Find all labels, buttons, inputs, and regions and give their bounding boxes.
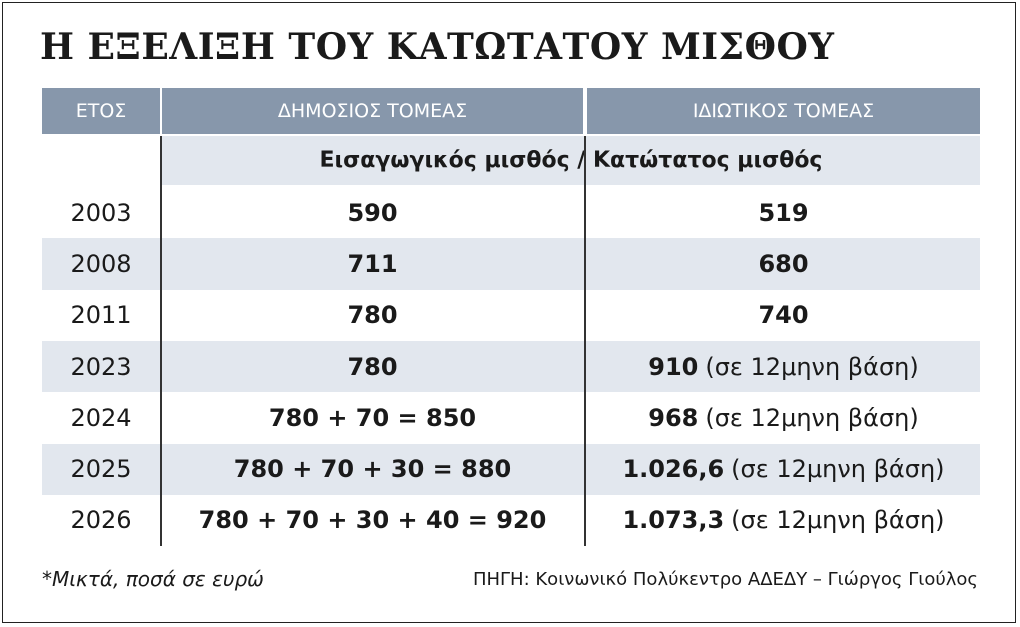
- note: (σε 12μηνη βάση): [705, 403, 919, 432]
- public-value: 780: [347, 301, 398, 330]
- note: (σε 12μηνη βάση): [731, 455, 945, 484]
- public-value: 780 + 70 + 30 + 40 = 920: [198, 506, 547, 535]
- amount: 680: [758, 249, 809, 278]
- public-value: 780 + 70 = 850: [268, 403, 477, 432]
- column-header: ΙΔΙΩΤΙΚΟΣ ΤΟΜΕΑΣ: [587, 88, 980, 134]
- amount: 740: [758, 301, 809, 330]
- year: 2025: [70, 455, 132, 484]
- row-band: [42, 238, 980, 290]
- year: 2023: [70, 352, 132, 381]
- public-value: 590: [347, 198, 398, 227]
- public-value: 780 + 70 + 30 = 880: [233, 455, 512, 484]
- column-divider: [584, 136, 586, 547]
- subheader: Εισαγωγικός μισθός / Κατώτατος μισθός: [162, 136, 980, 185]
- amount: 1.026,6: [622, 455, 725, 484]
- amount: 519: [758, 198, 809, 227]
- year: 2011: [70, 301, 132, 330]
- column-header: ΕΤΟΣ: [42, 88, 160, 134]
- private-value: 1.026,6 (σε 12μηνη βάση): [587, 444, 980, 495]
- note: (σε 12μηνη βάση): [731, 506, 945, 535]
- private-value: 1.073,3 (σε 12μηνη βάση): [587, 495, 980, 546]
- column-divider: [160, 136, 162, 547]
- year: 2008: [70, 249, 132, 278]
- note: (σε 12μηνη βάση): [705, 352, 919, 381]
- row-band: [42, 340, 980, 393]
- column-header: ΔΗΜΟΣΙΟΣ ΤΟΜΕΑΣ: [162, 88, 583, 134]
- private-value: 740: [587, 290, 980, 341]
- private-value: 519: [587, 187, 980, 238]
- year: 2024: [70, 403, 132, 432]
- amount: 910: [648, 352, 699, 381]
- year: 2003: [70, 198, 132, 227]
- private-value: 968 (σε 12μηνη βάση): [587, 392, 980, 443]
- public-value: 711: [347, 249, 398, 278]
- title: Η ΕΞΕΛΙΞΗ ΤΟΥ ΚΑΤΩΤΑΤΟΥ ΜΙΣΘΟΥ: [40, 26, 835, 68]
- footnote: *Μικτά, ποσά σε ευρώ: [42, 567, 264, 591]
- source: ΠΗΓΗ: Κοινωνικό Πολύκεντρο ΑΔΕΔΥ – Γιώργ…: [472, 568, 978, 590]
- row-band: [42, 443, 980, 495]
- year: 2026: [70, 506, 132, 535]
- private-value: 680: [587, 238, 980, 289]
- amount: 1.073,3: [622, 506, 725, 535]
- private-value: 910 (σε 12μηνη βάση): [587, 341, 980, 392]
- public-value: 780: [347, 352, 398, 381]
- amount: 968: [648, 403, 699, 432]
